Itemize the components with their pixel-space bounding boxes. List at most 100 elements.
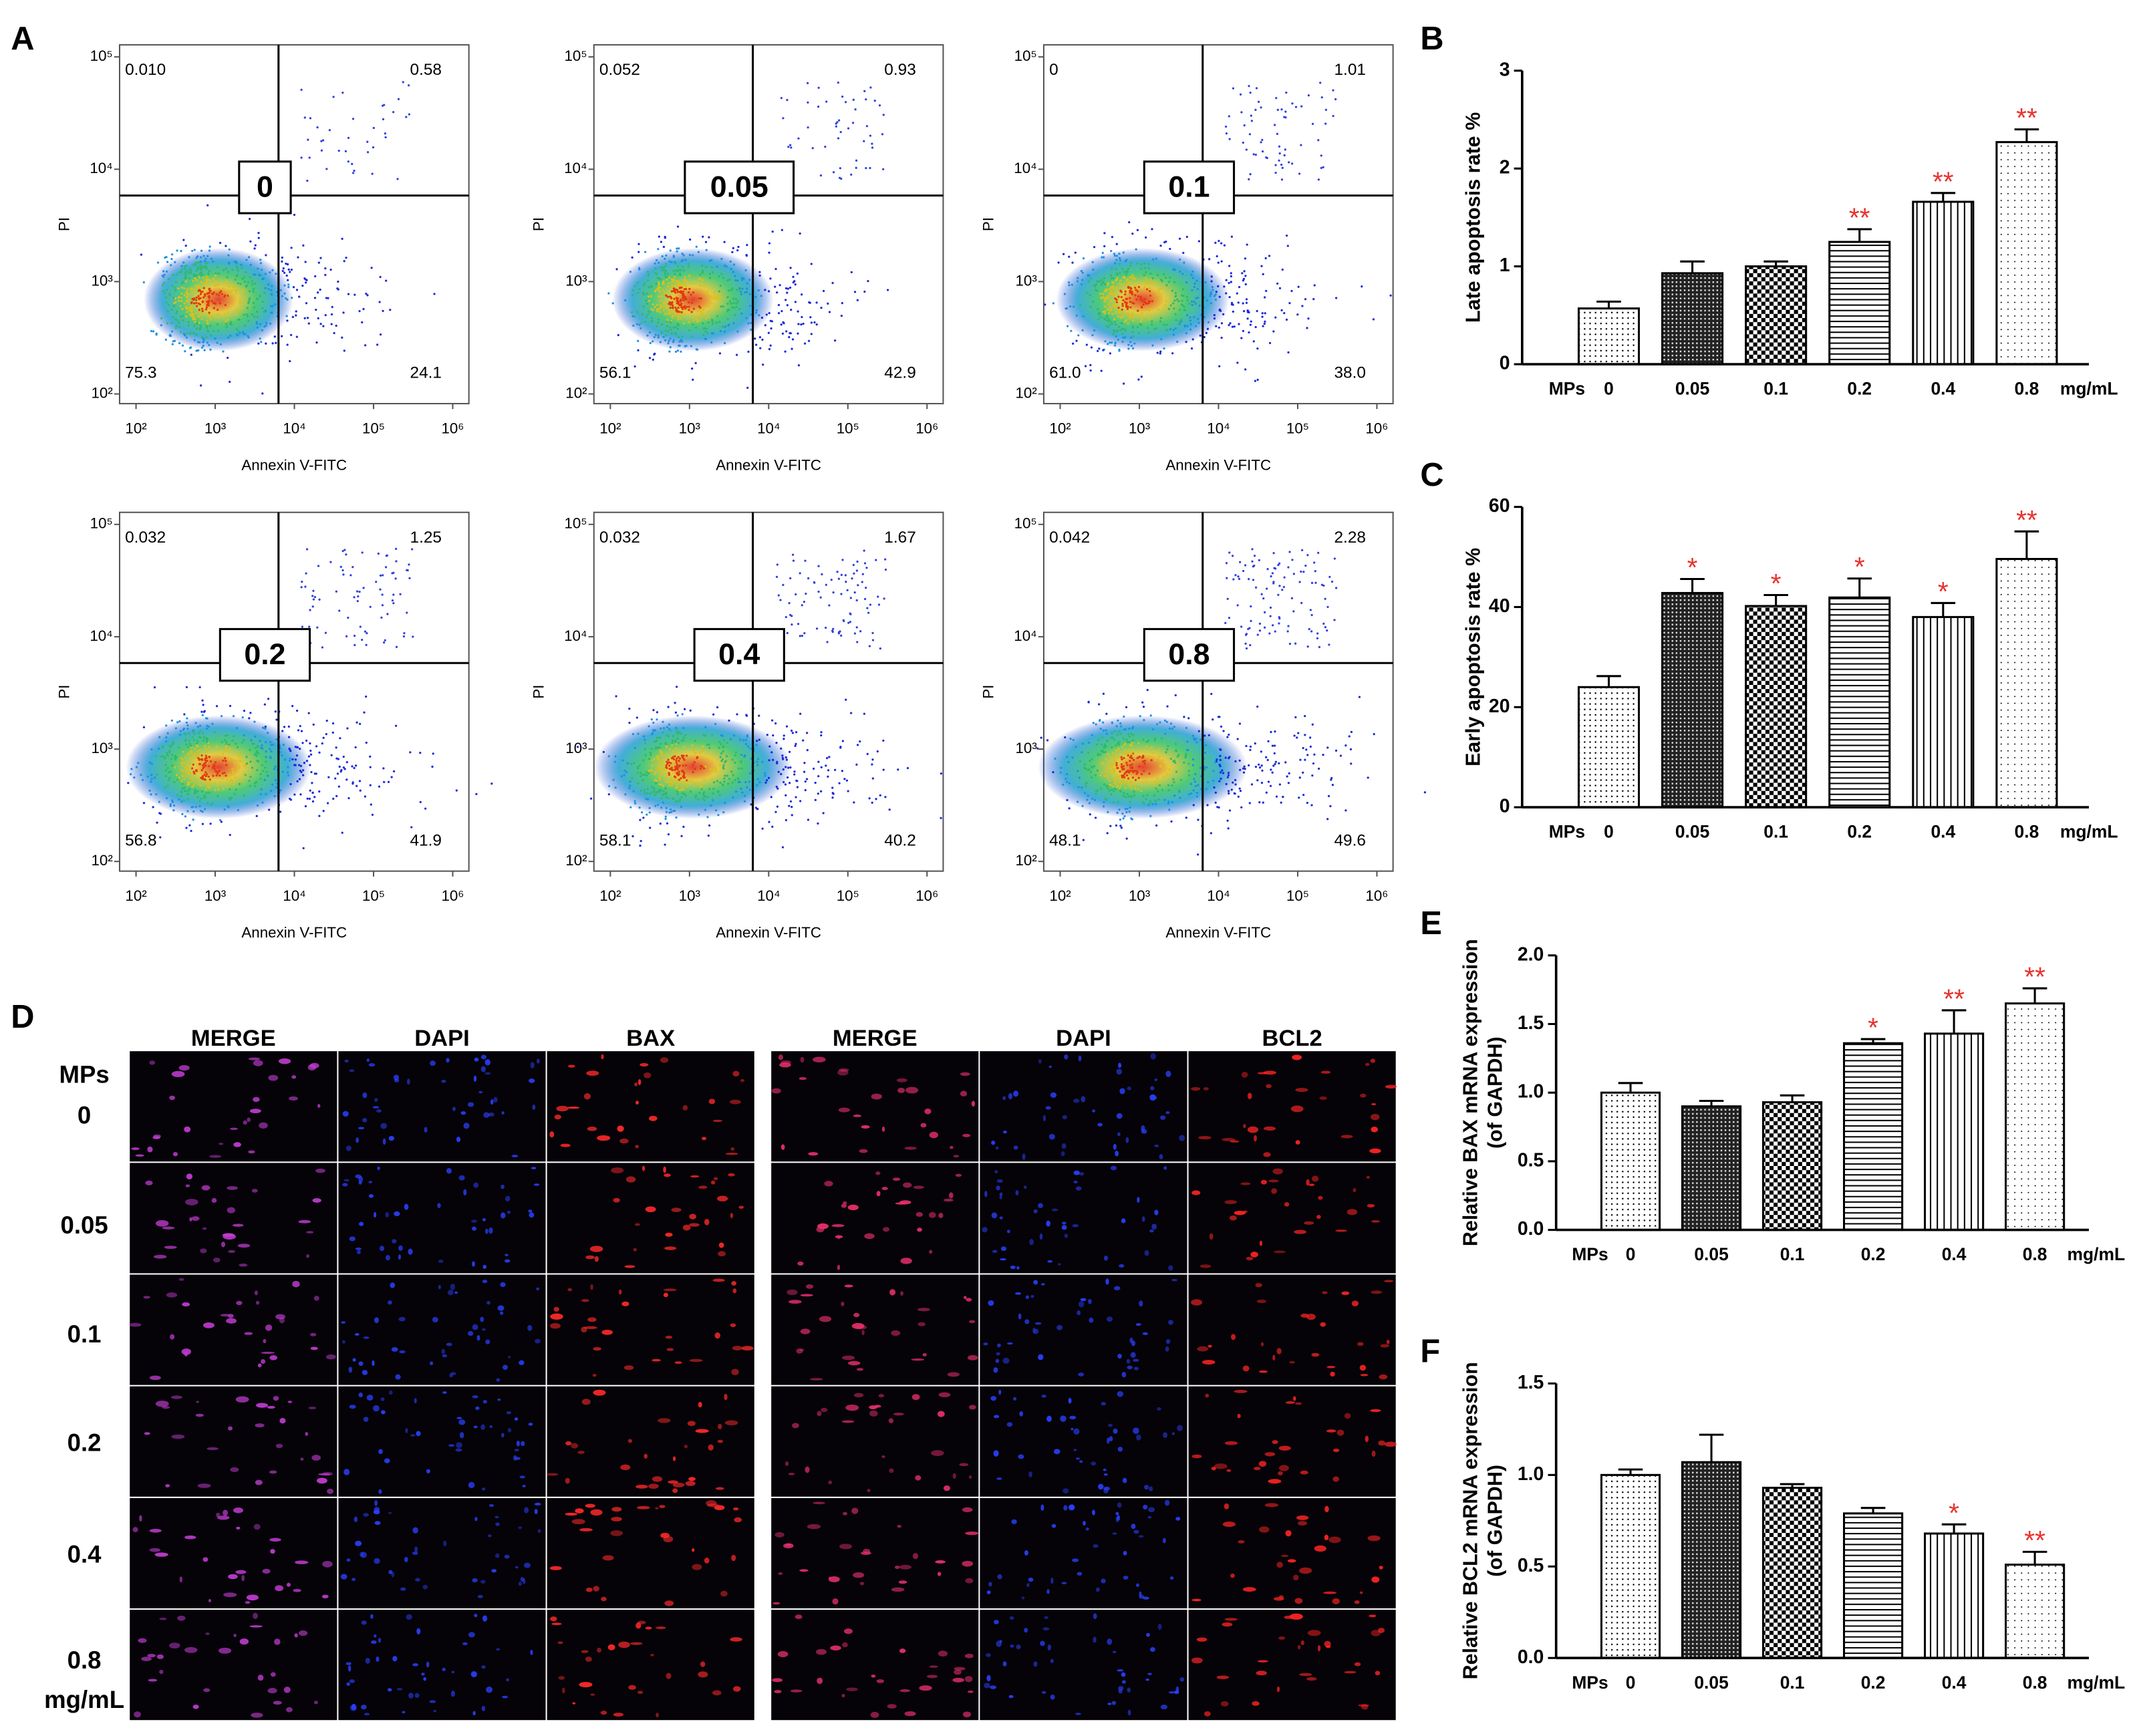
event-dot bbox=[1128, 741, 1131, 744]
event-dot bbox=[614, 786, 617, 789]
event-dot bbox=[678, 731, 681, 734]
event-dot bbox=[656, 288, 658, 291]
cell-signal bbox=[143, 1296, 150, 1299]
event-dot bbox=[1171, 727, 1173, 730]
y-tick-label: 60 bbox=[1489, 495, 1510, 517]
event-dot bbox=[1262, 597, 1265, 600]
event-dot bbox=[1179, 797, 1181, 799]
event-dot bbox=[182, 239, 185, 241]
event-dot bbox=[651, 319, 654, 322]
event-dot bbox=[1111, 722, 1114, 724]
event-dot bbox=[334, 777, 337, 780]
event-dot bbox=[1111, 788, 1113, 791]
event-dot bbox=[148, 789, 151, 792]
event-dot bbox=[1165, 323, 1168, 326]
event-dot bbox=[193, 249, 196, 251]
event-dot bbox=[198, 261, 200, 264]
event-dot bbox=[198, 303, 202, 306]
event-dot bbox=[1123, 768, 1125, 770]
event-dot bbox=[1125, 271, 1128, 273]
event-dot bbox=[1102, 349, 1105, 351]
event-dot bbox=[863, 712, 866, 715]
event-dot bbox=[1141, 760, 1145, 763]
event-dot bbox=[1314, 570, 1316, 573]
event-dot bbox=[1114, 788, 1117, 790]
event-dot bbox=[257, 342, 260, 345]
significance: * bbox=[1949, 1497, 1959, 1528]
event-dot bbox=[817, 590, 820, 593]
event-dot bbox=[662, 731, 664, 734]
event-dot bbox=[1100, 787, 1103, 790]
event-dot bbox=[1119, 289, 1122, 292]
event-dot bbox=[194, 285, 197, 287]
cell-signal bbox=[267, 1405, 275, 1409]
event-dot bbox=[767, 290, 770, 293]
y-tick-label: 10⁴ bbox=[90, 160, 112, 176]
event-dot bbox=[684, 295, 687, 299]
event-dot bbox=[335, 746, 337, 749]
event-dot bbox=[1096, 280, 1099, 283]
x-tick-label: 10⁶ bbox=[441, 420, 464, 437]
event-dot bbox=[1063, 293, 1067, 295]
event-dot bbox=[1113, 329, 1116, 332]
event-dot bbox=[1123, 776, 1126, 778]
event-dot bbox=[1298, 776, 1301, 779]
event-dot bbox=[239, 331, 241, 334]
event-dot bbox=[749, 747, 752, 750]
cell-signal bbox=[398, 1254, 402, 1260]
event-dot bbox=[1123, 320, 1127, 323]
event-dot bbox=[207, 775, 210, 778]
event-dot bbox=[1133, 342, 1136, 345]
event-dot bbox=[196, 279, 198, 282]
event-dot bbox=[793, 770, 796, 773]
event-dot bbox=[1253, 555, 1256, 557]
event-dot bbox=[785, 819, 788, 822]
event-dot bbox=[1068, 807, 1071, 810]
event-dot bbox=[289, 799, 293, 801]
event-dot bbox=[768, 312, 770, 315]
x-tick-label: 10⁴ bbox=[757, 420, 780, 437]
event-dot bbox=[648, 273, 650, 276]
event-dot bbox=[223, 269, 225, 271]
event-dot bbox=[756, 778, 759, 780]
event-dot bbox=[1117, 801, 1119, 803]
event-dot bbox=[654, 305, 656, 309]
event-dot bbox=[1145, 271, 1147, 274]
event-dot bbox=[166, 732, 169, 735]
event-dot bbox=[800, 293, 803, 296]
event-dot bbox=[1349, 748, 1353, 751]
event-dot bbox=[789, 800, 793, 803]
event-dot bbox=[1288, 772, 1290, 774]
cloud-glow bbox=[126, 715, 311, 819]
event-dot bbox=[199, 263, 202, 266]
event-dot bbox=[309, 742, 311, 745]
event-dot bbox=[676, 323, 679, 325]
event-dot bbox=[1242, 329, 1245, 332]
event-dot bbox=[721, 325, 724, 328]
event-dot bbox=[1143, 273, 1145, 277]
event-dot bbox=[1159, 320, 1162, 323]
event-dot bbox=[1288, 301, 1291, 305]
event-dot bbox=[740, 760, 742, 763]
event-dot bbox=[1287, 625, 1290, 627]
event-dot bbox=[286, 319, 289, 322]
event-dot bbox=[678, 770, 680, 773]
plot-frame bbox=[593, 44, 944, 405]
event-dot bbox=[163, 273, 166, 276]
cell-signal bbox=[270, 1549, 275, 1554]
cell-signal bbox=[458, 1175, 465, 1181]
event-dot bbox=[238, 782, 241, 785]
cell-signal bbox=[248, 1150, 255, 1154]
event-dot bbox=[193, 277, 196, 280]
event-dot bbox=[1104, 283, 1107, 286]
event-dot bbox=[642, 291, 644, 294]
event-dot bbox=[252, 301, 255, 305]
event-dot bbox=[257, 237, 260, 239]
x-suffix: mg/mL bbox=[2060, 822, 2118, 842]
event-dot bbox=[716, 780, 719, 782]
event-dot bbox=[1205, 766, 1208, 768]
event-dot bbox=[831, 786, 834, 789]
y-axis-label: PI bbox=[56, 685, 73, 699]
event-dot bbox=[179, 331, 182, 333]
event-dot bbox=[650, 285, 653, 287]
